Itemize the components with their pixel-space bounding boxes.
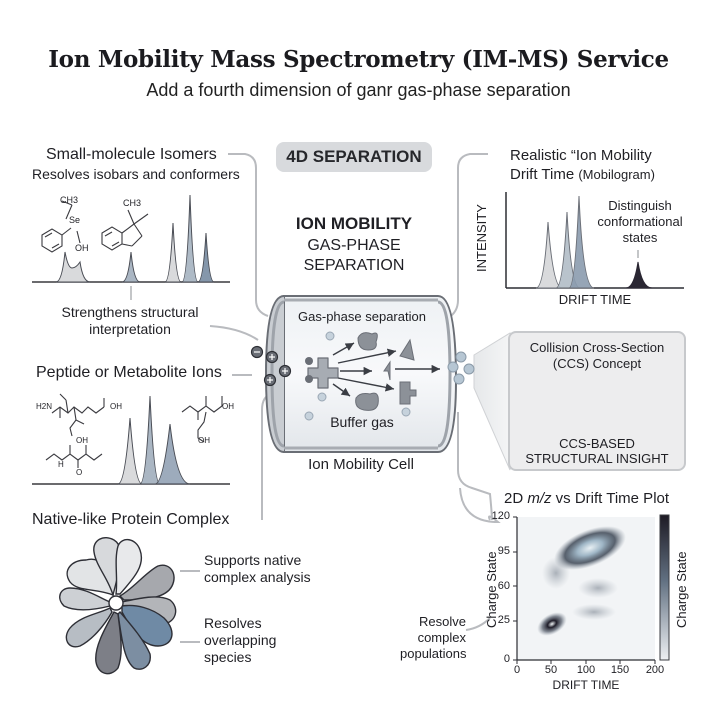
molecule-phenyl-selenol — [41, 200, 81, 253]
peptide-oh-label-2: OH — [76, 436, 88, 445]
ytick-25: 25 — [497, 614, 510, 626]
mobilogram-annotation-line1: Distinguish — [608, 198, 672, 213]
isomers-note: Strengthens structural interpretation — [40, 304, 220, 338]
ytick-0: 0 — [503, 653, 510, 665]
page-title: Ion Mobility Mass Spectrometry (IM-MS) S… — [48, 46, 669, 73]
ccs-title-line2: (CCS) Concept — [552, 356, 642, 371]
page-subtitle: Add a fourth dimension of ganr gas-phase… — [146, 80, 571, 100]
mobilogram-xlabel: DRIFT TIME — [558, 292, 632, 307]
peptide-o-label: O — [76, 468, 83, 477]
peptide-h2n-label: H2N — [36, 402, 53, 411]
mobilogram-title-drift: Drift Time — [510, 166, 575, 183]
protein-note-overlap-line3: species — [204, 649, 252, 665]
plot2d-title-post: vs Drift Time Plot — [551, 490, 670, 507]
protein-note-overlap: Resolves overlapping species — [204, 615, 276, 666]
peptide-oh-label-3: OH — [222, 402, 234, 411]
protein-note-overlap-line1: Resolves — [204, 615, 262, 631]
plot2d-annotation-line2: complex — [417, 630, 466, 645]
cell-top-label: Gas-phase separation — [298, 309, 426, 324]
isomers-title: Small-molecule Isomers — [46, 146, 217, 163]
plot2d-title-mz: m/z — [527, 490, 552, 507]
isomers-subtitle: Resolves isobars and conformers — [32, 166, 240, 182]
peptide-peaks — [32, 395, 230, 485]
plot2d-annotation-line3: populations — [400, 646, 467, 661]
isomer-peaks — [32, 194, 230, 283]
mobilogram-title-line2: Drift Time (Mobilogram) — [510, 165, 655, 184]
cell-bottom-label: Buffer gas — [330, 414, 394, 430]
ccs-title-line1: Collision Cross-Section — [529, 340, 665, 355]
protein-note-native-line1: Supports native — [204, 552, 302, 568]
molecule-indane — [101, 209, 149, 251]
xtick-200: 200 — [645, 664, 665, 676]
mobilogram-chart — [505, 192, 684, 289]
colorbar-label: Charge State — [674, 551, 689, 628]
xtick-0: 0 — [513, 664, 521, 676]
gas-phase-heading-line1: GAS-PHASE — [307, 237, 401, 254]
protein-note-native-line2: complex analysis — [204, 569, 311, 585]
ccs-caption-line2: STRUCTURAL INSIGHT — [525, 451, 669, 466]
ccs-caption: CCS-BASED STRUCTURAL INSIGHT — [508, 436, 686, 466]
mobilogram-title: Realistic “Ion Mobility Drift Time (Mobi… — [510, 146, 655, 184]
protein-complex — [59, 536, 177, 675]
mobilogram-annotation: Distinguish conformational states — [590, 198, 690, 246]
ion-mobility-heading: ION MOBILITY — [295, 214, 413, 233]
ccs-caption-line1: CCS-BASED — [559, 436, 635, 451]
mobilogram-ylabel: INTENSITY — [474, 204, 489, 272]
peptide-h-label: H — [58, 460, 64, 469]
4d-separation-badge: 4D SEPARATION — [276, 142, 432, 172]
plot2d-annotation: Resolve complex populations — [400, 614, 467, 662]
cell-caption: Ion Mobility Cell — [308, 456, 414, 473]
mobilogram-annotation-line3: states — [622, 230, 658, 245]
mobilogram-title-paren: (Mobilogram) — [578, 167, 655, 182]
plot2d-title-pre: 2D — [504, 490, 528, 507]
mobilogram-title-line1: Realistic “Ion Mobility — [510, 147, 652, 164]
ytick-60: 60 — [497, 580, 510, 592]
peptide-molecules — [45, 393, 223, 468]
xtick-50: 50 — [544, 664, 558, 676]
peptide-oh-label-4: OH — [198, 436, 210, 445]
ytick-120: 120 — [491, 510, 510, 522]
xtick-150: 150 — [610, 664, 630, 676]
mol1-oh-label: OH — [75, 243, 89, 253]
mol2-ch3-label: CH3 — [123, 198, 142, 208]
ytick-95: 95 — [497, 545, 510, 557]
ccs-concept-panel — [508, 331, 686, 471]
incoming-ions — [250, 345, 292, 387]
protein-note-native: Supports native complex analysis — [204, 552, 311, 586]
outgoing-ions — [447, 351, 475, 385]
heatmap-plot — [513, 514, 670, 664]
plot2d-title: 2D m/z vs Drift Time Plot — [504, 490, 669, 507]
mol1-se-label: Se — [69, 215, 81, 225]
peptide-title: Peptide or Metabolite Ions — [36, 364, 222, 381]
protein-note-overlap-line2: overlapping — [204, 632, 277, 648]
plot2d-annotation-line1: Resolve — [419, 614, 466, 629]
isomers-note-line1: Strengthens structural — [61, 304, 199, 320]
xtick-100: 100 — [576, 664, 596, 676]
mol1-ch3-label: CH3 — [60, 195, 79, 205]
mobilogram-annotation-line2: conformational — [597, 214, 683, 229]
peptide-oh-label-1: OH — [110, 402, 122, 411]
gas-phase-heading: GAS-PHASE SEPARATION — [276, 236, 432, 276]
plot2d-xlabel: DRIFT TIME — [552, 678, 620, 692]
ion-separation — [304, 331, 440, 421]
gas-phase-heading-line2: SEPARATION — [303, 257, 405, 274]
protein-title: Native-like Protein Complex — [32, 511, 230, 528]
ccs-title: Collision Cross-Section (CCS) Concept — [508, 340, 686, 372]
isomers-note-line2: interpretation — [89, 321, 171, 337]
